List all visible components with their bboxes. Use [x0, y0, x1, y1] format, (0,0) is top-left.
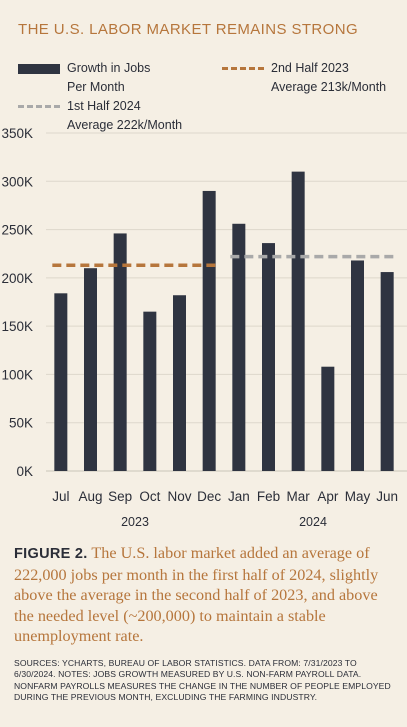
legend-bars-label-1: Growth in Jobs [67, 61, 151, 75]
legend-dash-swatch-gray [18, 105, 60, 108]
bar-sep [113, 233, 127, 471]
legend-h1-label-1: 1st Half 2024 [67, 99, 141, 113]
year-label-2024: 2024 [299, 515, 327, 529]
y-tick-label: 100K [1, 367, 33, 382]
x-tick-label: Nov [167, 489, 191, 504]
legend-item-1st-half-2024: 1st Half 2024 Average 222k/Month [18, 97, 218, 137]
bar-mar [291, 171, 305, 471]
y-tick-label: 250K [1, 223, 33, 238]
bar-feb [262, 243, 275, 471]
sources-note: SOURCES: YCHARTS, BUREAU OF LABOR STATIS… [14, 658, 391, 703]
y-tick-label: 350K [1, 126, 33, 141]
y-tick-label: 0K [16, 464, 33, 479]
y-tick-label: 50K [9, 416, 33, 431]
x-tick-label: Jun [376, 489, 398, 504]
bar-aug [84, 268, 97, 471]
x-tick-label: Oct [139, 489, 160, 504]
x-tick-label: Jan [228, 489, 250, 504]
figure-caption: FIGURE 2. The U.S. labor market added an… [14, 543, 396, 647]
caption-text: The U.S. labor market added an average o… [14, 544, 379, 646]
chart-title: THE U.S. LABOR MARKET REMAINS STRONG [18, 21, 359, 38]
bar-chart: 0K 50K 100K 150K 200K 250K 300K 350K Jul Aug Sep Oc… [1, 126, 407, 529]
legend-h1-label-2: Average 222k/Month [67, 118, 183, 132]
x-tick-label: Aug [78, 489, 102, 504]
x-tick-label: Jul [52, 489, 69, 504]
y-tick-label: 150K [1, 319, 33, 334]
x-tick-label: Dec [197, 489, 221, 504]
figure-label: FIGURE 2. [14, 546, 88, 562]
legend-item-bars: Growth in Jobs Per Month [18, 59, 208, 99]
legend-h2-label-1: 2nd Half 2023 [271, 61, 349, 75]
bar-jan [232, 223, 246, 471]
x-tick-label: Mar [287, 489, 311, 504]
bar-may [351, 260, 364, 471]
bar-apr [321, 366, 335, 471]
x-tick-label: Sep [108, 489, 132, 504]
x-tick-label: May [345, 489, 371, 504]
legend-bar-swatch [18, 64, 60, 74]
bar-dec [202, 190, 216, 471]
y-tick-label: 300K [1, 174, 33, 189]
bar-nov [173, 295, 186, 471]
y-tick-label: 200K [1, 271, 33, 286]
legend-item-2nd-half-2023: 2nd Half 2023 Average 213k/Month [222, 59, 402, 99]
legend-bars-label-2: Per Month [67, 80, 125, 94]
bar-oct [143, 311, 157, 471]
bar-jul [54, 293, 68, 471]
year-label-2023: 2023 [121, 515, 149, 529]
x-tick-label: Feb [257, 489, 280, 504]
x-tick-label: Apr [317, 489, 339, 504]
legend-dash-swatch-orange [222, 67, 264, 70]
bar-jun [380, 272, 394, 471]
legend-h2-label-2: Average 213k/Month [271, 80, 387, 94]
